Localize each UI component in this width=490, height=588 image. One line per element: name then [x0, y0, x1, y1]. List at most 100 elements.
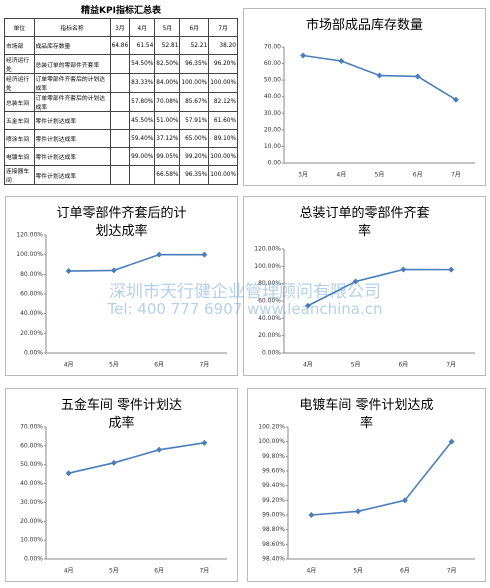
table-cell: 100.00% [179, 73, 210, 93]
y-tick-label: 80.00% [258, 280, 281, 287]
y-tick-label: 40.00% [20, 480, 43, 487]
chart-title: 五金车间 零件计划达成率 [60, 398, 183, 431]
table-cell: 电镀车间 [4, 147, 35, 166]
header-cell: 5月 [154, 18, 181, 37]
table-cell: 经济运行处 [4, 54, 35, 74]
y-tick-label: 0.00% [24, 556, 43, 563]
y-tick-label: 50.00 [264, 77, 281, 84]
point-marker [156, 446, 163, 453]
table-cell: 经济运行处 [4, 73, 35, 93]
series-line [68, 442, 205, 474]
chart-title: 总装订单的零部件齐套率 [299, 206, 430, 239]
point-marker [352, 278, 359, 285]
point-marker [304, 302, 311, 309]
table-cell: 成品库存数量 [33, 36, 111, 55]
header-row: 单位 指标名称 3月 4月 5月 6月 7月 [4, 18, 238, 37]
y-tick-label: 0.00 [268, 160, 282, 167]
table-cell: 喷涂车间 [4, 129, 35, 148]
table-cell: 89.10% [208, 129, 238, 148]
x-tick-label: 3月 [298, 172, 308, 179]
header-cell: 6月 [179, 18, 210, 37]
table-cell: 52.81 [154, 36, 181, 55]
chart-panel: 98.40% 98.60% 98.80% 99.00% 99.20% 99.40% 99.6… [247, 388, 486, 582]
point-marker [110, 459, 117, 466]
y-tick-label: 20.00% [20, 330, 43, 337]
point-marker [448, 438, 455, 445]
table-row: 连接器车间 零件计划达成率 66.58% 96.35% 100.00% [4, 165, 238, 185]
y-tick-label: 40.00% [20, 310, 43, 317]
y-tick-label: 100.00% [16, 251, 43, 258]
y-tick-label: 80.00% [20, 271, 43, 278]
y-tick-label: 99.20% [262, 497, 285, 504]
table-cell [109, 165, 131, 185]
y-tick-label: 100.00% [258, 438, 285, 445]
table-cell: 51.00% [154, 111, 181, 130]
x-tick-label: 5月 [353, 568, 363, 575]
chart: 0.00% 20.00% 40.00% 60.00% 80.00% 100.00% 120.… [254, 246, 475, 369]
x-tick-label: 7月 [199, 568, 209, 575]
point-marker [452, 96, 459, 103]
table-cell: 100.00% [208, 147, 238, 166]
x-tick-label: 4月 [303, 362, 313, 369]
x-tick-label: 6月 [413, 172, 423, 179]
point-marker [376, 72, 383, 79]
table-row: 喷涂车间 零件计划达成率 59.40% 37.12% 65.00% 89.10% [4, 129, 238, 148]
table-cell: 96.35% [179, 54, 210, 74]
table-cell: 85.67% [179, 92, 210, 112]
table-cell: 99.05% [154, 147, 181, 166]
table-cell: 零件计划达成率 [33, 165, 111, 185]
watermark-line: 深圳市天行健企业管理顾问有限公司 [109, 282, 381, 302]
table-cell: 61.54 [129, 36, 156, 55]
table-cell: 总装订单的零部件齐套率 [33, 54, 111, 74]
table-cell: 61.60% [208, 111, 238, 130]
table-cell [109, 92, 131, 112]
table-cell: 64.86 [109, 36, 131, 55]
y-tick-label: 70.00 [264, 44, 281, 51]
table-cell: 82.12% [208, 92, 238, 112]
x-tick-label: 7月 [446, 362, 456, 369]
y-tick-label: 100.00% [254, 263, 281, 270]
y-tick-label: 50.00% [20, 461, 43, 468]
table-row: 总装车间 订单零部件齐套后的计划达成率 57.80% 70.08% 85.67% 82.1… [4, 92, 238, 112]
x-tick-label: 6月 [154, 362, 164, 369]
table-cell: 100.00% [208, 73, 238, 93]
chart-panel: 0.00 10.00 20.00 30.00 40.00 50.00 60.00 70.00 3… [243, 8, 486, 186]
point-marker [448, 266, 455, 273]
table-cell [129, 165, 156, 185]
table-cell [109, 54, 131, 74]
point-marker [355, 508, 362, 515]
series-line [68, 253, 205, 272]
point-marker [65, 268, 72, 275]
table-title: 精益KPI指标汇总表 [81, 6, 161, 16]
y-tick-label: 40.00 [264, 93, 281, 100]
series-line [307, 268, 452, 307]
table-cell: 96.35% [179, 165, 210, 185]
y-tick-label: 99.00% [262, 512, 285, 519]
header-cell: 7月 [208, 18, 238, 37]
y-tick-label: 10.00 [264, 143, 281, 150]
x-tick-label: 5月 [109, 568, 119, 575]
table-cell: 57.80% [129, 92, 156, 112]
table-cell: 54.50% [129, 54, 156, 74]
x-tick-label: 7月 [451, 172, 461, 179]
header-cell: 指标名称 [33, 18, 111, 37]
table-cell: 70.08% [154, 92, 181, 112]
point-marker [338, 58, 345, 65]
table-cell: 99.00% [129, 147, 156, 166]
y-tick-label: 98.40% [262, 556, 285, 563]
y-tick-label: 120.00% [254, 246, 281, 253]
table-cell [109, 147, 131, 166]
table-cell: 52.21 [179, 36, 210, 55]
point-marker [414, 73, 421, 80]
y-tick-label: 20.00% [20, 518, 43, 525]
y-tick-label: 99.60% [262, 468, 285, 475]
y-tick-label: 40.00% [258, 315, 281, 322]
point-marker [110, 267, 117, 274]
table-cell [109, 111, 131, 130]
table-cell: 96.20% [208, 54, 238, 74]
chart-title: 市场部成品库存数量 [305, 18, 423, 33]
table-cell: 100.00% [208, 165, 238, 185]
table-cell: 59.40% [129, 129, 156, 148]
table-cell: 订单零部件齐套后的计划达成率 [33, 73, 111, 93]
